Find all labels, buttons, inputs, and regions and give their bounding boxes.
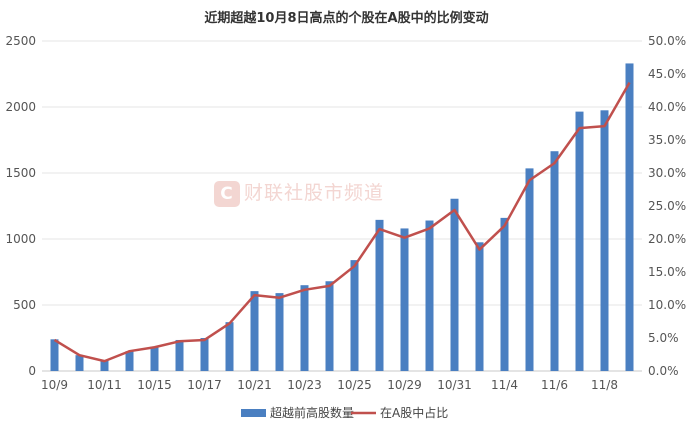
y-tick-label: 2500	[5, 34, 36, 48]
x-tick-label: 11/4	[491, 378, 518, 392]
legend-swatch-bar	[241, 409, 266, 417]
bar	[125, 351, 134, 371]
y-tick-label: 1000	[5, 232, 36, 246]
bar	[150, 346, 159, 371]
x-tick-label: 11/8	[591, 378, 618, 392]
bar	[50, 339, 59, 371]
y-tick-label: 500	[13, 298, 36, 312]
bar	[300, 285, 309, 371]
watermark: C 财联社股市频道	[214, 178, 384, 207]
bar	[375, 219, 384, 371]
bar	[75, 355, 84, 371]
y2-tick-label: 15.0%	[648, 265, 686, 279]
watermark-logo-icon: C	[214, 180, 240, 207]
x-tick-label: 10/9	[41, 378, 68, 392]
y2-tick-label: 40.0%	[648, 100, 686, 114]
y-tick-label: 1500	[5, 166, 36, 180]
y2-tick-label: 50.0%	[648, 34, 686, 48]
legend-label: 超越前高股数量	[270, 405, 354, 420]
bar	[500, 217, 509, 371]
y-tick-label: 0	[28, 364, 36, 378]
y-tick-label: 2000	[5, 100, 36, 114]
bar	[175, 339, 184, 371]
y2-tick-label: 20.0%	[648, 232, 686, 246]
x-tick-label: 10/17	[187, 378, 222, 392]
bar	[450, 198, 459, 371]
bar	[200, 338, 209, 371]
x-tick-label: 11/6	[541, 378, 568, 392]
bar	[625, 63, 634, 371]
bar	[425, 220, 434, 371]
bar	[250, 291, 259, 371]
x-tick-label: 10/23	[287, 378, 322, 392]
x-tick-label: 10/29	[387, 378, 422, 392]
y2-tick-label: 25.0%	[648, 199, 686, 213]
bar	[575, 111, 584, 372]
bar	[350, 260, 359, 371]
bar	[400, 228, 409, 371]
y2-tick-label: 5.0%	[648, 331, 679, 345]
bar	[600, 110, 609, 372]
bar	[475, 242, 484, 371]
bar	[225, 322, 234, 371]
chart-title: 近期超越10月8日高点的个股在A股中的比例变动	[204, 11, 489, 26]
bar	[100, 360, 109, 371]
y2-tick-label: 0.0%	[648, 364, 679, 378]
series-line	[53, 81, 631, 363]
bar	[275, 293, 284, 371]
y2-tick-label: 35.0%	[648, 133, 686, 147]
bar	[550, 151, 559, 371]
y2-tick-label: 10.0%	[648, 298, 686, 312]
legend-label: 在A股中占比	[380, 405, 448, 420]
x-tick-label: 10/15	[137, 378, 172, 392]
bar	[325, 281, 334, 371]
x-tick-label: 10/25	[337, 378, 372, 392]
bar	[525, 168, 534, 371]
x-tick-label: 10/11	[87, 378, 122, 392]
x-tick-label: 10/31	[437, 378, 472, 392]
y2-tick-label: 30.0%	[648, 166, 686, 180]
x-tick-label: 10/21	[237, 378, 272, 392]
y2-tick-label: 45.0%	[648, 67, 686, 81]
watermark-text: 财联社股市频道	[244, 182, 385, 204]
